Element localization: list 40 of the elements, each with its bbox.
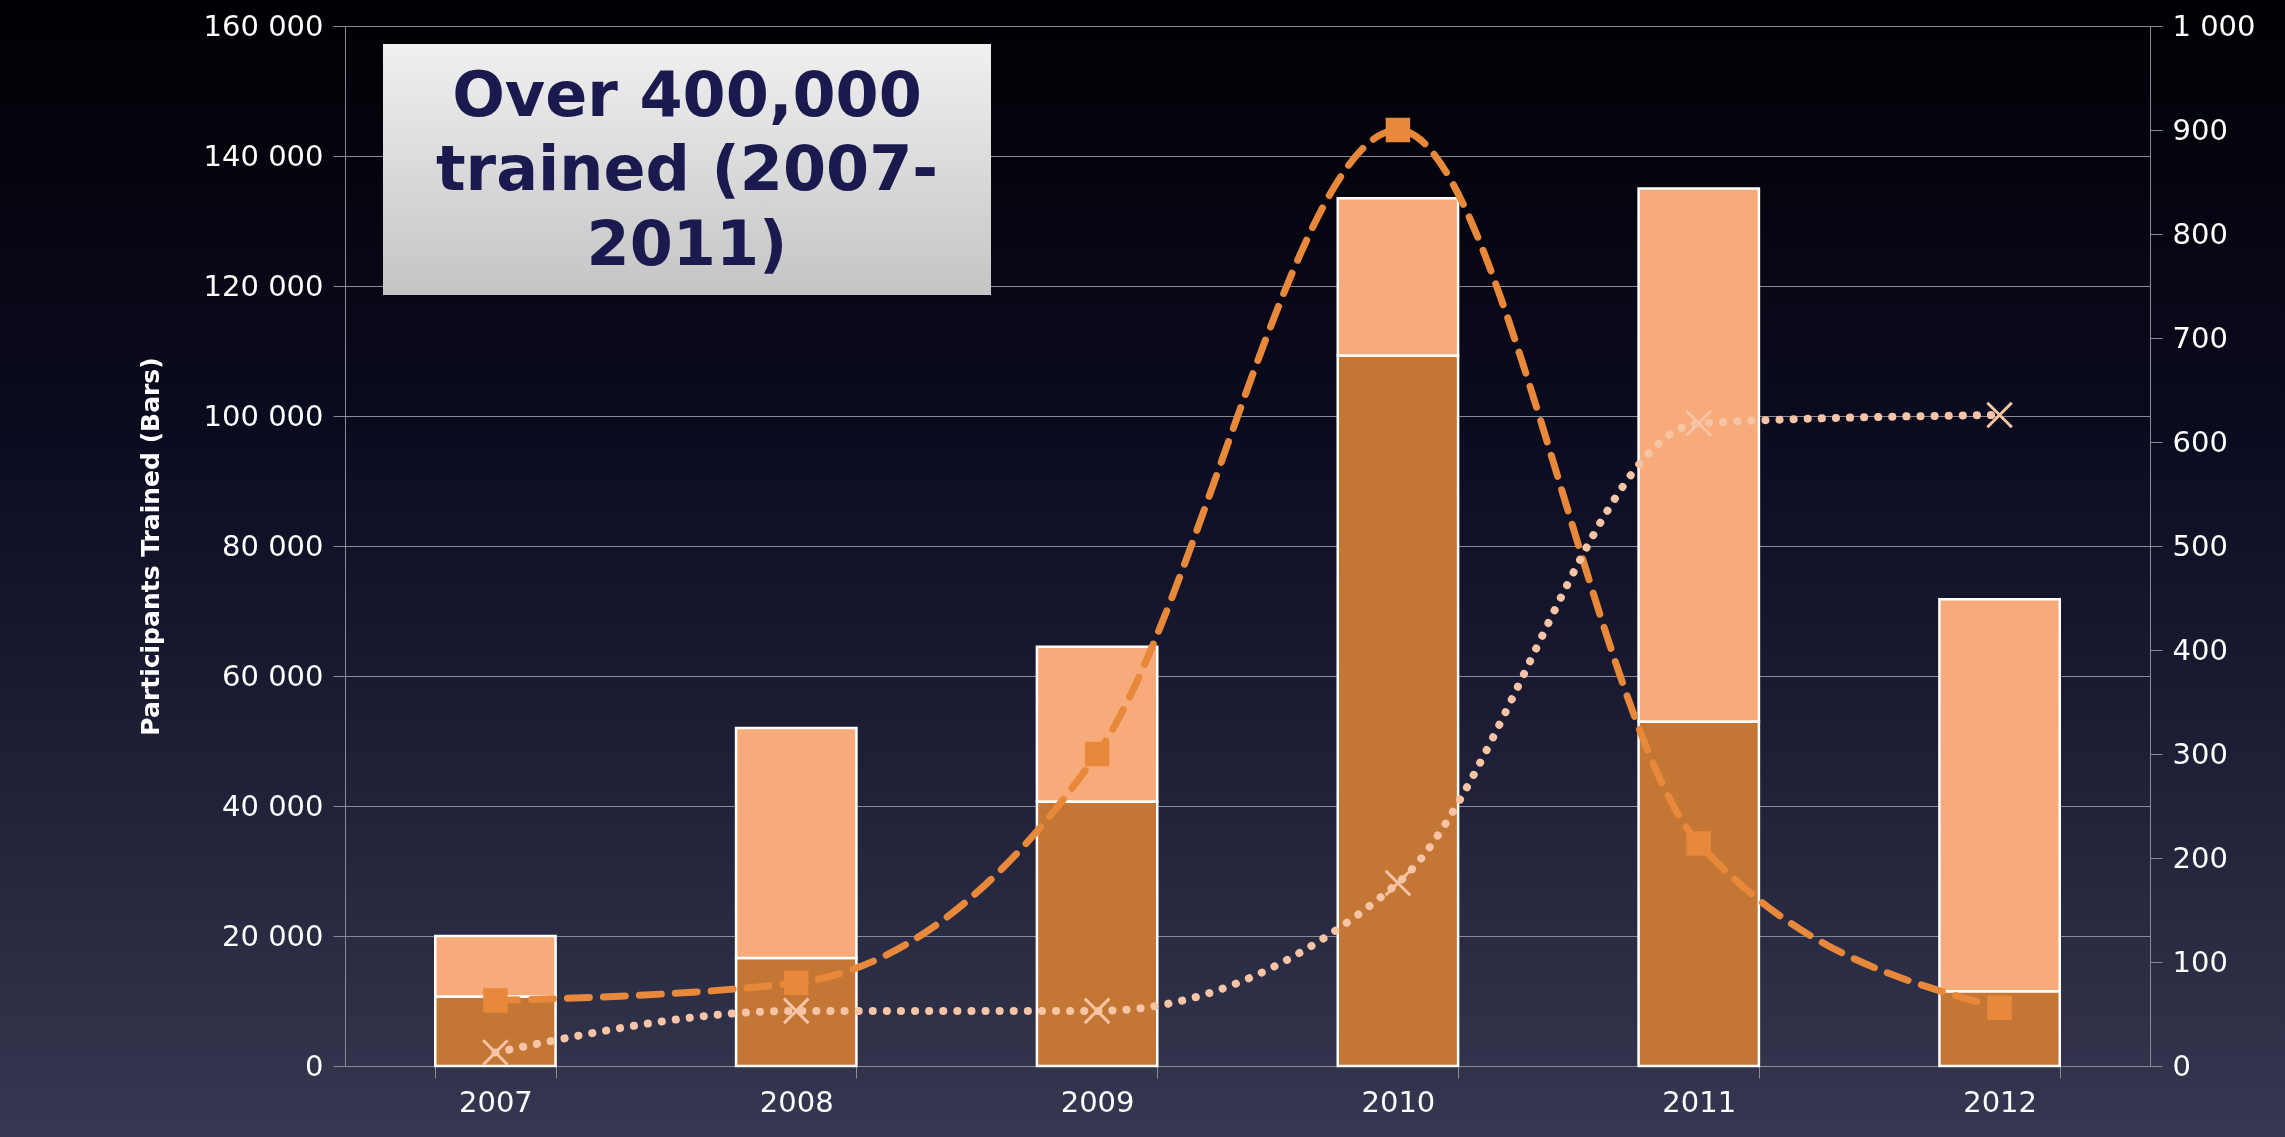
y2-tick-label: 0 bbox=[2172, 1048, 2191, 1083]
y-tick-label: 60 000 bbox=[222, 658, 324, 693]
annotation: Over 400,000 trained (2007-2011) bbox=[383, 44, 991, 296]
y-tick-label: 140 000 bbox=[203, 138, 324, 173]
x-tick-label: 2012 bbox=[1963, 1084, 2037, 1119]
point bbox=[782, 997, 810, 1025]
point bbox=[1686, 831, 1711, 856]
y2-tick-label: 700 bbox=[2172, 320, 2228, 355]
x-tick-label: 2011 bbox=[1662, 1084, 1737, 1119]
point bbox=[483, 988, 508, 1013]
y-tick-label: 160 000 bbox=[203, 8, 324, 43]
y2-tick-label: 1 000 bbox=[2172, 8, 2256, 43]
point bbox=[1985, 401, 2014, 429]
y2-tick-label: 300 bbox=[2172, 736, 2228, 771]
point bbox=[1987, 995, 2012, 1021]
point bbox=[1385, 117, 1411, 143]
y-tick-label: 0 bbox=[305, 1048, 324, 1083]
point bbox=[1083, 997, 1111, 1025]
point bbox=[1685, 409, 1713, 438]
y2-tick-label: 600 bbox=[2172, 424, 2228, 459]
point bbox=[1384, 869, 1412, 897]
y2-tick-label: 900 bbox=[2172, 112, 2228, 147]
y2-tick-label: 400 bbox=[2172, 632, 2228, 667]
x-tick-label: 2010 bbox=[1361, 1084, 1436, 1119]
x-tick-label: 2007 bbox=[459, 1084, 533, 1119]
point bbox=[481, 1038, 510, 1067]
y2-tick-label: 500 bbox=[2172, 528, 2228, 563]
x-tick-label: 2009 bbox=[1060, 1084, 1135, 1119]
y-tick-label: 40 000 bbox=[222, 788, 324, 823]
y-axis-title: Participants Trained (Bars) bbox=[135, 357, 165, 736]
y-tick-label: 120 000 bbox=[203, 268, 324, 303]
x-tick-label: 2008 bbox=[759, 1084, 834, 1119]
y-tick-label: 20 000 bbox=[222, 918, 324, 953]
point bbox=[784, 970, 809, 996]
y-tick-label: 80 000 bbox=[222, 528, 324, 563]
y2-tick-label: 100 bbox=[2172, 944, 2228, 979]
y2-tick-label: 800 bbox=[2172, 216, 2228, 251]
y2-tick-label: 200 bbox=[2172, 840, 2228, 875]
y-tick-label: 100 000 bbox=[203, 398, 324, 433]
point bbox=[1084, 741, 1110, 767]
